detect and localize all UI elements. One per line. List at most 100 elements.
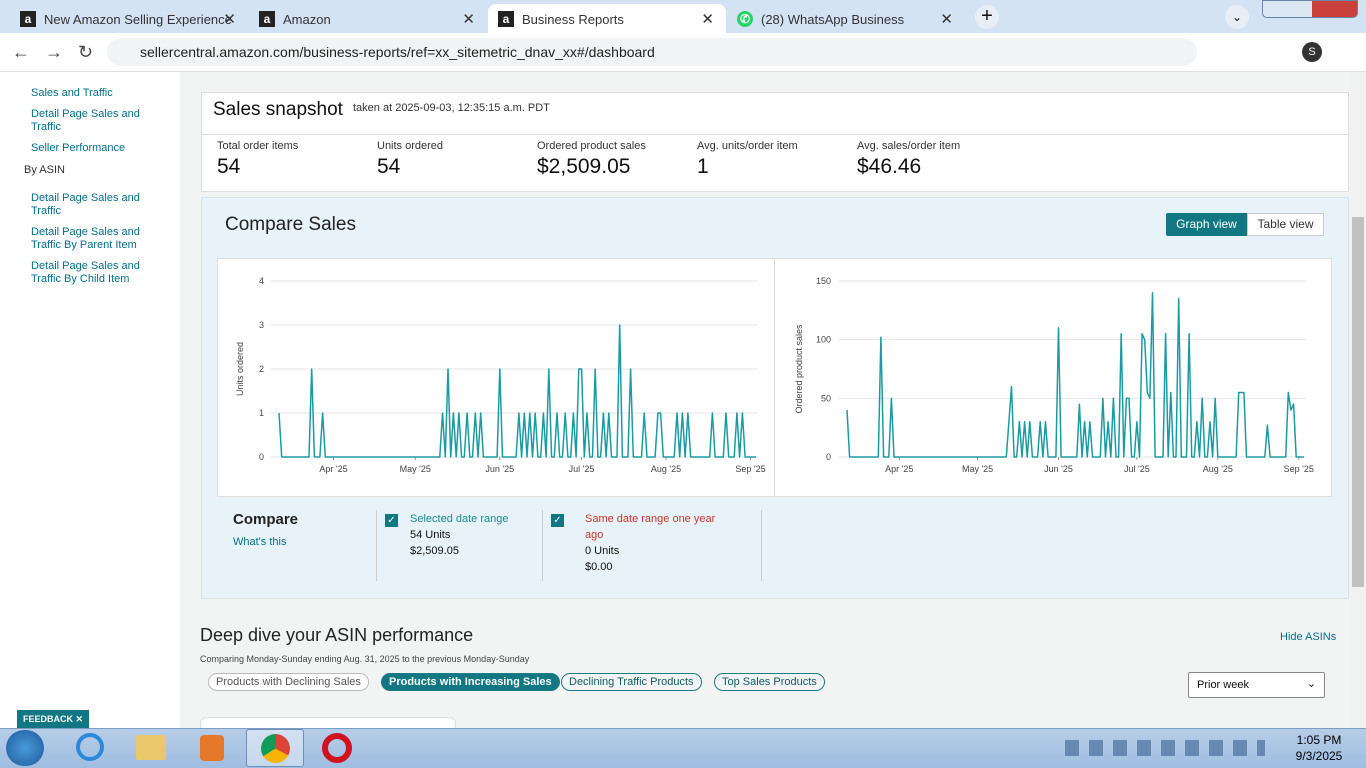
filter[interactable]: Top Sales Products — [714, 673, 825, 691]
divider — [201, 134, 1349, 135]
y-tick-label: 3 — [259, 320, 264, 330]
x-tick-label: Jun '25 — [485, 464, 514, 474]
sidebar: Sales and Traffic Detail Page Sales and … — [31, 87, 151, 155]
metric-label: Avg. units/order item — [697, 140, 798, 152]
deep-dive-title: Deep dive your ASIN performance — [200, 625, 474, 645]
range-units: 0 Units — [585, 545, 620, 557]
tab[interactable]: a Amazon ✕ — [249, 4, 487, 33]
range-sales: $0.00 — [585, 561, 613, 573]
graph-view[interactable]: Graph view — [1166, 213, 1247, 236]
url: sellercentral.amazon.com/business-report… — [140, 44, 655, 60]
metric: Total order items 54 — [217, 140, 298, 179]
dropdown-value: Prior week — [1197, 679, 1249, 691]
y-tick-label: 50 — [821, 393, 831, 403]
tab[interactable]: ✆ (28) WhatsApp Business ✕ — [727, 4, 965, 33]
snapshot-title: Sales snapshot — [213, 99, 343, 120]
checkbox[interactable]: ✓ — [385, 514, 398, 527]
tab-title: New Amazon Selling Experience — [44, 12, 232, 27]
filter[interactable]: Products with Declining Sales — [208, 673, 369, 691]
scrollbar[interactable] — [1350, 72, 1366, 728]
range-label: Selected date range — [410, 513, 509, 525]
date: 9/3/2025 — [1295, 749, 1343, 763]
filter[interactable]: Declining Traffic Products — [561, 673, 702, 691]
table-view[interactable]: Table view — [1247, 213, 1324, 236]
y-tick-label: 100 — [816, 335, 831, 345]
range-sales: $2,509.05 — [410, 545, 459, 557]
tab[interactable]: a Business Reports ✕ — [488, 4, 726, 33]
chart: 0 1 2 3 4 Apr '25 May '25 Jun '25 Jul '25 Aug '25… — [235, 276, 766, 474]
divider — [774, 259, 775, 496]
dropdown[interactable]: Prior week ⌄ — [1188, 672, 1325, 698]
x-tick-label: Aug '25 — [651, 464, 681, 474]
tab-search[interactable]: ⌄ — [1225, 5, 1249, 29]
metric: Units ordered 54 — [377, 140, 443, 179]
metric-label: Ordered product sales — [537, 140, 646, 152]
help-link[interactable]: What's this — [233, 536, 287, 548]
side-section: By ASIN — [24, 164, 65, 176]
snapshot-time: taken at 2025-09-03, 12:35:15 a.m. PDT — [353, 102, 550, 114]
tray-icons[interactable] — [1065, 740, 1265, 756]
media-icon[interactable] — [200, 735, 224, 761]
opera-icon[interactable] — [322, 733, 352, 763]
explorer-icon[interactable] — [136, 735, 166, 760]
x-tick-label: Sep '25 — [735, 464, 765, 474]
compare-title: Compare Sales — [225, 214, 356, 235]
x-tick-label: Sep '25 — [1284, 464, 1314, 474]
tab-title: Business Reports — [522, 12, 624, 27]
side-link[interactable]: Detail Page Sales and Traffic — [31, 192, 140, 217]
profile[interactable]: S — [1302, 42, 1322, 62]
y-tick-label: 2 — [259, 364, 264, 374]
metric-label: Avg. sales/order item — [857, 140, 961, 152]
clock: 1:05 PM 9/3/2025 — [1294, 733, 1344, 763]
side-link[interactable]: Detail Page Sales and Traffic By Child I… — [31, 260, 140, 285]
y-tick-label: 4 — [259, 276, 264, 286]
line — [846, 291, 1304, 458]
tab[interactable]: a New Amazon Selling Experience ✕ — [10, 4, 248, 33]
time: 1:05 PM — [1296, 733, 1342, 747]
y-axis-label: Ordered product sales — [794, 324, 804, 414]
prior-range: Same date range one year ago 0 Units $0.00 — [585, 511, 730, 575]
card — [200, 717, 456, 729]
metric: Avg. units/order item 1 — [697, 140, 798, 179]
x-tick-label: May '25 — [400, 464, 431, 474]
snapshot-card — [201, 92, 1349, 192]
ie-icon[interactable] — [76, 733, 104, 761]
divider — [542, 510, 543, 581]
hide-asins[interactable]: Hide ASINs — [1280, 631, 1337, 643]
side-link[interactable]: Detail Page Sales and Traffic By Parent … — [31, 226, 140, 251]
metric-value: 1 — [697, 155, 709, 178]
metric: Avg. sales/order item $46.46 — [857, 140, 960, 179]
x-tick-label: Apr '25 — [885, 464, 913, 474]
selected-range: Selected date range 54 Units $2,509.05 — [410, 511, 508, 559]
chrome-task[interactable] — [246, 729, 304, 767]
omnibox[interactable] — [107, 38, 1197, 66]
side-link[interactable]: Seller Performance — [31, 142, 126, 154]
metric: Ordered product sales $2,509.05 — [537, 140, 646, 179]
feedback[interactable]: FEEDBACK ✕ — [17, 710, 90, 728]
tab-title: (28) WhatsApp Business — [761, 12, 905, 27]
filter[interactable]: Products with Increasing Sales — [381, 673, 560, 691]
metric-value: 54 — [217, 155, 241, 178]
range-label: Same date range one year ago — [585, 513, 716, 541]
nav-buttons[interactable]: ← → ↻ — [12, 42, 94, 62]
x-tick-label: Apr '25 — [319, 464, 347, 474]
x-tick-label: May '25 — [962, 464, 993, 474]
window-controls[interactable] — [1262, 0, 1358, 18]
compare-label: Compare — [233, 511, 299, 528]
start-button[interactable] — [6, 730, 44, 766]
side-link[interactable]: Detail Page Sales and Traffic — [31, 108, 140, 133]
checkbox[interactable]: ✓ — [551, 514, 564, 527]
metric-value: 54 — [377, 155, 401, 178]
new-tab[interactable]: + — [975, 5, 999, 29]
metric-label: Total order items — [217, 140, 299, 152]
divider — [376, 510, 377, 581]
divider — [761, 510, 762, 581]
metric-value: $46.46 — [857, 155, 922, 178]
deep-dive-subtitle: Comparing Monday-Sunday ending Aug. 31, … — [200, 654, 530, 664]
sidebar-asin: Detail Page Sales and Traffic Detail Pag… — [31, 192, 151, 286]
y-tick-label: 0 — [826, 452, 831, 462]
side-link[interactable]: Sales and Traffic — [31, 87, 113, 99]
tab-title: Amazon — [283, 12, 331, 27]
y-tick-label: 0 — [259, 452, 264, 462]
